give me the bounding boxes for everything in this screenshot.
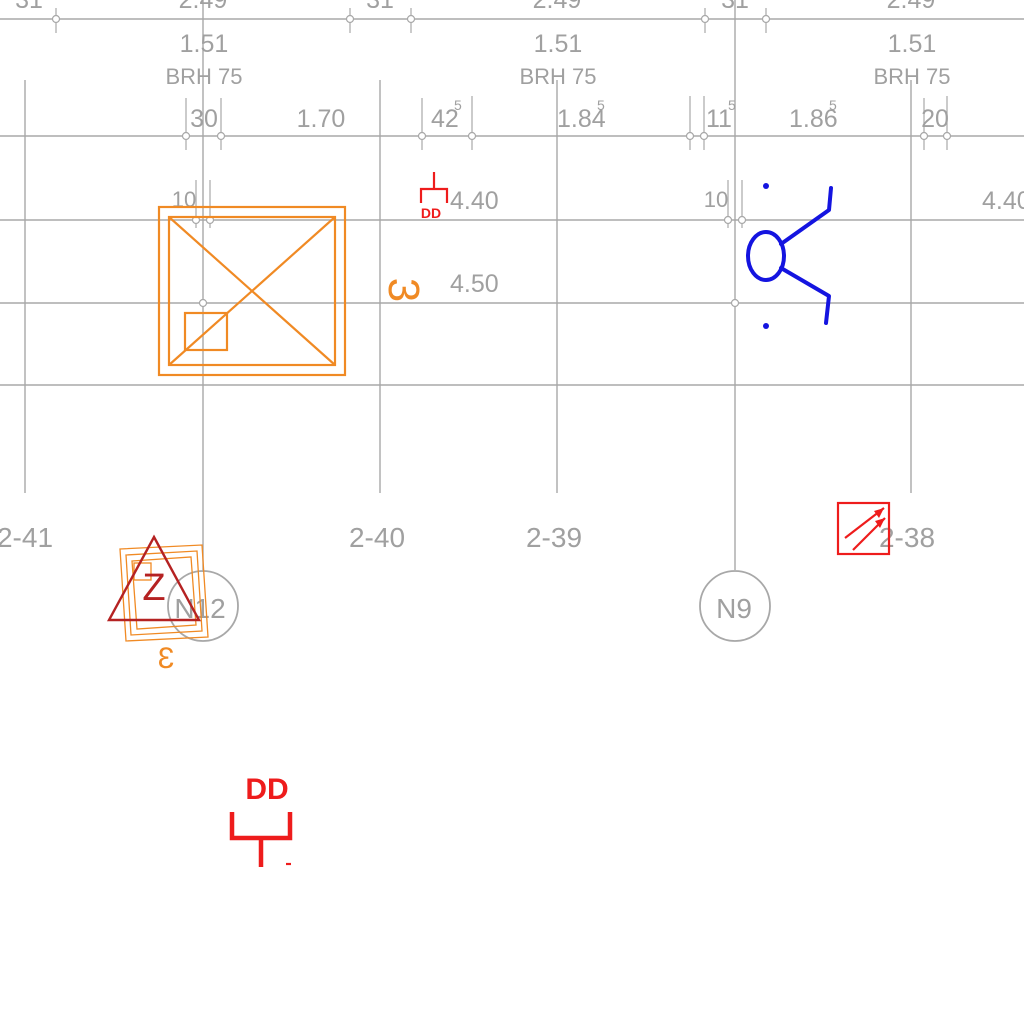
small-fixture-outer [119, 544, 209, 642]
dimension-superscript: 5 [829, 97, 837, 113]
socket-label: DD [421, 205, 441, 221]
dimension-text: 30 [190, 105, 218, 133]
triangle-outline [106, 534, 202, 622]
brh-label: BRH 75 [165, 64, 242, 89]
switch-arm-lower [779, 266, 831, 325]
dimension-superscript: 5 [454, 97, 462, 113]
box-outline [836, 501, 891, 556]
tick-node [467, 131, 477, 141]
dimension-superscript: 5 [597, 97, 605, 113]
tick-node [730, 298, 740, 308]
tick-node [942, 131, 952, 141]
tick-node [181, 131, 191, 141]
switch-arm-upper [779, 186, 833, 246]
tick-node [417, 131, 427, 141]
axis-label: 2-39 [526, 522, 582, 553]
warning-triangle-symbol: Z [106, 534, 202, 622]
dimension-text: 2.49 [533, 0, 582, 14]
dimension-text: 10 [172, 187, 196, 212]
socket-label: DD [245, 773, 288, 806]
dimension-text: 42 [431, 105, 459, 133]
circuit-number-3: 3 [379, 278, 428, 302]
ceiling-light-symbol [157, 205, 347, 377]
dimension-text: 2.49 [179, 0, 228, 14]
dimension-ticks [51, 8, 952, 308]
socket-symbol-small: DD [419, 172, 449, 221]
socket-body [419, 187, 449, 203]
switch-symbol [746, 183, 833, 329]
level-labels: 10 10 4.40 4.50 4.40 [172, 187, 1024, 298]
small-light-symbol [119, 544, 209, 642]
dimension-text: 2.49 [887, 0, 936, 14]
axis-labels: 2-41 2-40 2-39 2-38 [0, 522, 935, 553]
tick-node [761, 14, 771, 24]
dimension-text: 1.70 [297, 105, 346, 133]
dimension-text: 20 [921, 105, 949, 133]
tick-node [345, 14, 355, 24]
node-circle [167, 570, 239, 642]
switch-dot [763, 183, 769, 189]
fixture-diagonal [168, 216, 336, 366]
tick-node [699, 131, 709, 141]
level-text: 4.40 [450, 187, 499, 215]
dimension-text: 1.51 [888, 30, 937, 58]
dimension-text: 31 [366, 0, 394, 14]
node-label: N9 [716, 593, 752, 624]
dimension-text: 1.86 [789, 105, 838, 133]
tick-node [216, 131, 226, 141]
dimension-text: 31 [15, 0, 43, 14]
fixture-small-rect [183, 311, 229, 352]
switch-dot [763, 323, 769, 329]
dimension-text: 10 [704, 187, 728, 212]
tick-node [737, 215, 747, 225]
triangle-z-label: Z [142, 567, 165, 609]
level-text: 4.40 [982, 187, 1024, 215]
node-circle [699, 570, 771, 642]
axis-label: 2-38 [879, 522, 935, 553]
circuit-number-3-small: 3 [158, 642, 175, 675]
arrow-head [875, 518, 885, 528]
tick-node [700, 14, 710, 24]
axis-label: 2-40 [349, 522, 405, 553]
tick-node [51, 14, 61, 24]
small-fixture-inner2 [131, 556, 197, 630]
top-dimension-row: 31 2.49 31 2.49 31 2.49 [15, 0, 935, 14]
tick-node [198, 298, 208, 308]
tick-node [406, 14, 416, 24]
brh-label: BRH 75 [873, 64, 950, 89]
brh-label: BRH 75 [519, 64, 596, 89]
fixture-outer-rect [157, 205, 347, 377]
small-fixture-inner [125, 550, 203, 636]
brh-rows: 1.51 1.51 1.51 BRH 75 BRH 75 BRH 75 [165, 30, 950, 89]
dimension-text: 31 [721, 0, 749, 14]
socket-symbol-large: DD [229, 773, 293, 867]
dimension-text: 1.51 [534, 30, 583, 58]
tick-node [685, 131, 695, 141]
dimension-text: 1.84 [557, 105, 606, 133]
grid-lines [0, 0, 1024, 572]
level-text: 4.50 [450, 270, 499, 298]
tick-node [723, 215, 733, 225]
fixture-inner-rect [167, 215, 337, 367]
socket-body [229, 812, 293, 841]
switch-circle [746, 230, 786, 282]
arrow-head [874, 508, 884, 518]
distribution-box-symbol [836, 501, 891, 556]
grid-node-n9: N9 [699, 570, 771, 642]
axis-label: 2-41 [0, 522, 53, 553]
tick-node [919, 131, 929, 141]
dimension-superscript: 5 [728, 97, 736, 113]
dimension-row: 30 1.70 42 5 1.84 5 11 5 1.86 5 20 [190, 97, 949, 133]
dimension-text: 1.51 [180, 30, 229, 58]
dimension-text: 11 [706, 105, 732, 133]
